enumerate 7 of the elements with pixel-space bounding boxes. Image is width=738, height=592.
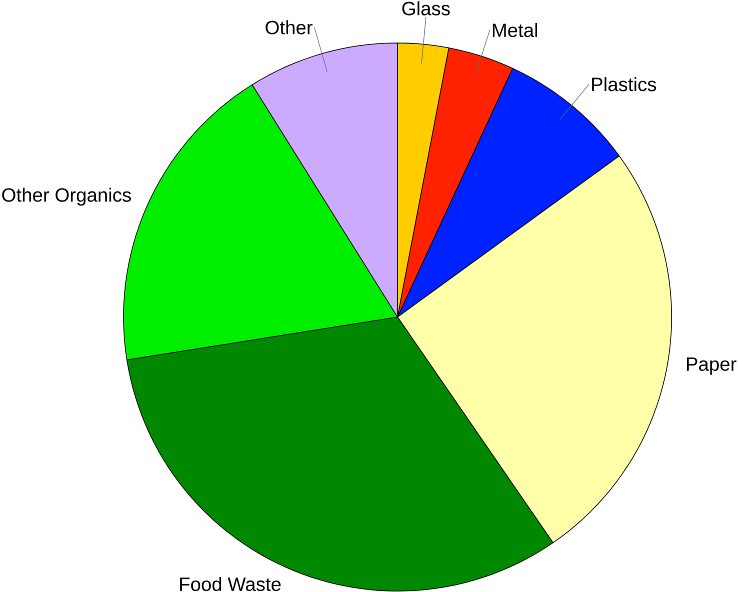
slice-label: Plastics: [592, 76, 656, 92]
slice-label: Paper: [686, 357, 736, 375]
slice-label: Other: [266, 20, 312, 34]
slice-label: Glass: [402, 1, 450, 16]
slice-label: Food Waste: [180, 576, 281, 591]
slice-label: Metal: [492, 22, 538, 37]
slice-label: Other Organics: [2, 188, 131, 206]
